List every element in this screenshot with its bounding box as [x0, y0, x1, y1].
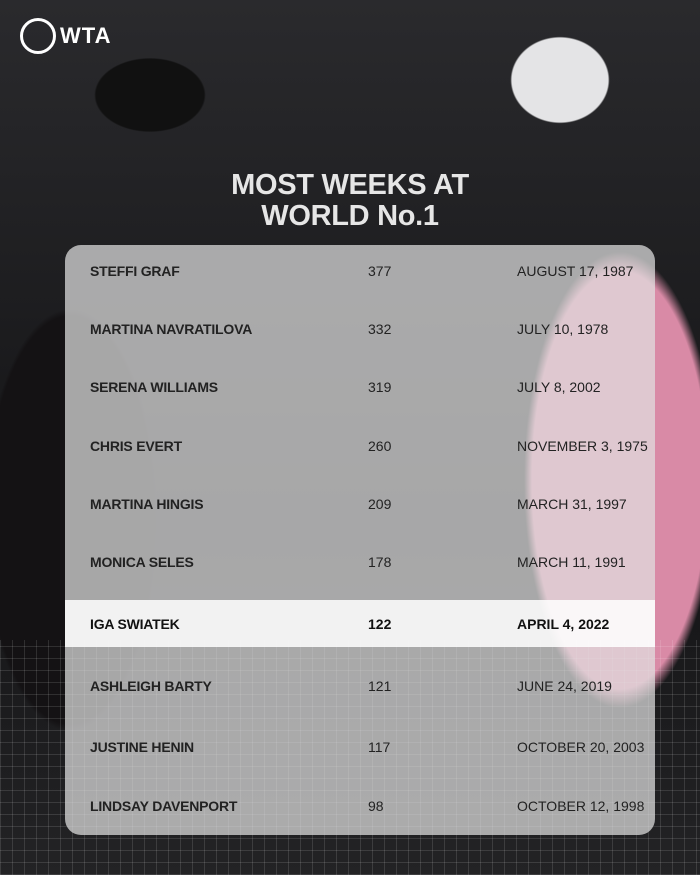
first-date: JUNE 24, 2019	[517, 678, 612, 694]
first-date: AUGUST 17, 1987	[517, 263, 634, 279]
weeks-count: 98	[368, 798, 384, 814]
table-row: ASHLEIGH BARTY 121 JUNE 24, 2019	[65, 657, 655, 715]
title-line-2: WORLD No.1	[261, 200, 439, 232]
first-date: JULY 10, 1978	[517, 321, 609, 337]
page-title: MOST WEEKS AT WORLD No.1	[0, 170, 700, 232]
weeks-count: 209	[368, 496, 392, 512]
weeks-count: 260	[368, 438, 392, 454]
player-name: JUSTINE HENIN	[90, 739, 194, 755]
first-date: NOVEMBER 3, 1975	[517, 438, 648, 454]
first-date: MARCH 31, 1997	[517, 496, 627, 512]
first-date: OCTOBER 20, 2003	[517, 739, 645, 755]
table-row: LINDSAY DAVENPORT 98 OCTOBER 12, 1998	[65, 777, 655, 835]
player-name: MARTINA NAVRATILOVA	[90, 321, 253, 337]
table-row: CHRIS EVERT 260 NOVEMBER 3, 1975	[65, 417, 655, 475]
rankings-table: STEFFI GRAF 377 AUGUST 17, 1987 MARTINA NAV…	[65, 245, 655, 835]
weeks-count: 332	[368, 321, 392, 337]
player-name: MONICA SELES	[90, 554, 194, 570]
player-name: CHRIS EVERT	[90, 438, 182, 454]
player-name: LINDSAY DAVENPORT	[90, 798, 238, 814]
player-name: SERENA WILLIAMS	[90, 379, 218, 395]
first-date: JULY 8, 2002	[517, 379, 601, 395]
weeks-count: 377	[368, 263, 392, 279]
table-row: SERENA WILLIAMS 319 JULY 8, 2002	[65, 358, 655, 416]
table-row: MONICA SELES 178 MARCH 11, 1991	[65, 533, 655, 591]
table-row: MARTINA HINGIS 209 MARCH 31, 1997	[65, 475, 655, 533]
logo-text: WTA	[60, 23, 112, 48]
weeks-count: 121	[368, 678, 392, 694]
player-name: STEFFI GRAF	[90, 263, 180, 279]
player-name: MARTINA HINGIS	[90, 496, 204, 512]
table-row: IGA SWIATEK 122 APRIL 4, 2022	[65, 600, 655, 647]
weeks-count: 319	[368, 379, 392, 395]
weeks-count: 122	[368, 615, 392, 632]
weeks-count: 117	[368, 739, 391, 755]
player-name: IGA SWIATEK	[90, 615, 180, 632]
first-date: OCTOBER 12, 1998	[517, 798, 645, 814]
title-line-1: MOST WEEKS AT	[231, 169, 469, 201]
table-row: JUSTINE HENIN 117 OCTOBER 20, 2003	[65, 718, 655, 776]
player-name: ASHLEIGH BARTY	[90, 678, 212, 694]
table-row: MARTINA NAVRATILOVA 332 JULY 10, 1978	[65, 300, 655, 358]
first-date: MARCH 11, 1991	[517, 554, 626, 570]
wta-logo: WTA	[20, 18, 111, 54]
wta-player-icon	[20, 18, 56, 54]
weeks-count: 178	[368, 554, 392, 570]
table-row: STEFFI GRAF 377 AUGUST 17, 1987	[65, 245, 655, 300]
first-date: APRIL 4, 2022	[517, 615, 610, 632]
